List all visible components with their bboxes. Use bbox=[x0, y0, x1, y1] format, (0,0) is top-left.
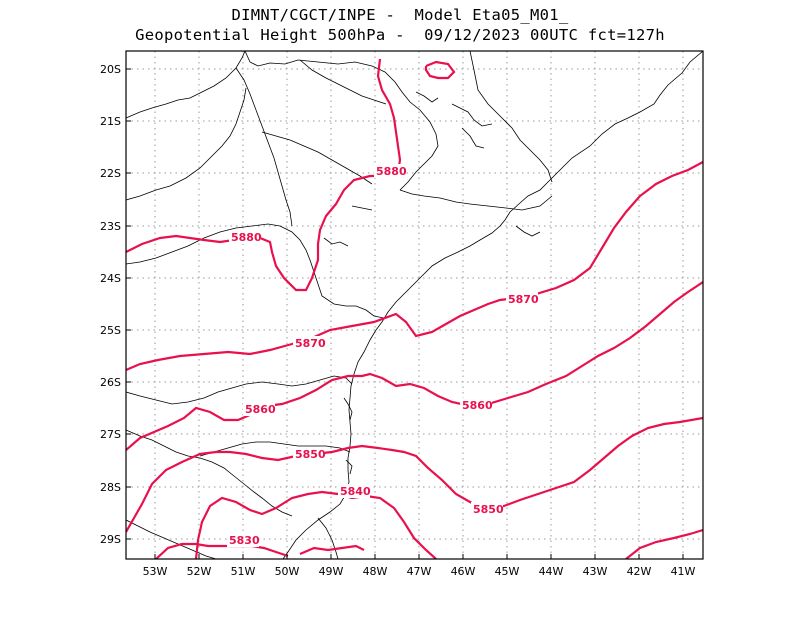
map-title-line-2: Geopotential Height 500hPa - 09/12/2023 … bbox=[135, 26, 665, 44]
contour-5850 bbox=[126, 416, 703, 533]
florianopolis-island bbox=[343, 397, 353, 421]
lon-label: 45W bbox=[495, 565, 520, 578]
lon-label: 43W bbox=[583, 565, 608, 578]
contour-5870 bbox=[126, 161, 703, 372]
lat-label: 28S bbox=[100, 481, 121, 494]
contour-5880-north bbox=[126, 58, 402, 292]
lon-label: 53W bbox=[143, 565, 168, 578]
lon-label: 52W bbox=[187, 565, 212, 578]
pr-north bbox=[126, 223, 281, 265]
lon-label: 46W bbox=[451, 565, 476, 578]
lat-label: 27S bbox=[100, 428, 121, 441]
map-title-line-1: DIMNT/CGCT/INPE - Model Eta05_M01_ bbox=[231, 6, 569, 24]
sp-pr-border bbox=[279, 225, 397, 319]
lon-label: 48W bbox=[363, 565, 388, 578]
lon-label: 49W bbox=[319, 565, 344, 578]
contour-label: 5830 bbox=[229, 534, 260, 547]
lon-label: 47W bbox=[407, 565, 432, 578]
coastline bbox=[282, 51, 703, 559]
contour-lines bbox=[126, 58, 703, 559]
contour-label: 5850 bbox=[295, 448, 326, 461]
lon-label: 51W bbox=[231, 565, 256, 578]
ms-sp-border bbox=[126, 51, 246, 119]
contour-5840 bbox=[194, 490, 437, 559]
contour-5860 bbox=[126, 281, 703, 451]
lon-ticks bbox=[154, 554, 684, 559]
lagoa-dos-patos bbox=[317, 517, 339, 559]
lat-label: 24S bbox=[100, 272, 121, 285]
reservoir-mg-2 bbox=[451, 103, 493, 127]
lon-label: 50W bbox=[275, 565, 300, 578]
guanabara-bay bbox=[515, 225, 541, 237]
reservoir-sp bbox=[351, 205, 373, 211]
uruguay-border bbox=[126, 519, 217, 559]
contour-label: 5840 bbox=[340, 485, 371, 498]
contour-label: 5870 bbox=[508, 293, 539, 306]
contour-5830 bbox=[155, 542, 289, 559]
lat-label: 29S bbox=[100, 533, 121, 546]
contour-label: 5860 bbox=[245, 403, 276, 416]
lat-label: 20S bbox=[100, 63, 121, 76]
reservoir-mg-3 bbox=[461, 127, 485, 149]
mg-es-border bbox=[469, 51, 553, 183]
lat-label: 21S bbox=[100, 115, 121, 128]
lon-gridlines bbox=[154, 51, 684, 559]
river-grande bbox=[299, 59, 387, 105]
lon-label: 41W bbox=[671, 565, 696, 578]
contour-labels: 5880 5880 5870 5870 5860 5860 5850 5850 … bbox=[227, 164, 539, 547]
contour-label: 5880 bbox=[231, 231, 262, 244]
lat-label: 26S bbox=[100, 376, 121, 389]
lon-label: 44W bbox=[539, 565, 564, 578]
lat-gridlines bbox=[126, 68, 703, 540]
lat-label: 23S bbox=[100, 220, 121, 233]
map-boundaries bbox=[126, 51, 703, 559]
lat-labels: 20S 21S 22S 23S 24S 25S 26S 27S 28S 29S bbox=[100, 63, 121, 546]
lat-label: 25S bbox=[100, 324, 121, 337]
contour-5880-loop bbox=[424, 60, 456, 80]
contour-label: 5860 bbox=[462, 399, 493, 412]
ms-west bbox=[126, 87, 247, 201]
river-tiete bbox=[261, 131, 373, 185]
contour-label: 5870 bbox=[295, 337, 326, 350]
reservoir-pr bbox=[323, 237, 349, 247]
reservoir-mg-1 bbox=[415, 91, 439, 103]
lon-labels: 53W 52W 51W 50W 49W 48W 47W 46W 45W 44W … bbox=[143, 565, 696, 578]
sc-coast-island bbox=[345, 459, 353, 475]
contour-label: 5880 bbox=[376, 165, 407, 178]
contour-label: 5850 bbox=[473, 503, 504, 516]
lat-label: 22S bbox=[100, 167, 121, 180]
river-parana bbox=[235, 67, 293, 227]
sc-rs-border bbox=[199, 441, 351, 457]
contour-east-low bbox=[625, 528, 703, 559]
br-ar-border bbox=[126, 429, 293, 517]
pr-sc-border bbox=[126, 375, 353, 405]
plot-frame bbox=[125, 50, 704, 560]
contour-5830-b bbox=[299, 544, 365, 556]
lon-label: 42W bbox=[627, 565, 652, 578]
mg-sp-border bbox=[244, 51, 439, 191]
mg-rj-border bbox=[399, 189, 553, 211]
lat-ticks bbox=[126, 68, 131, 540]
